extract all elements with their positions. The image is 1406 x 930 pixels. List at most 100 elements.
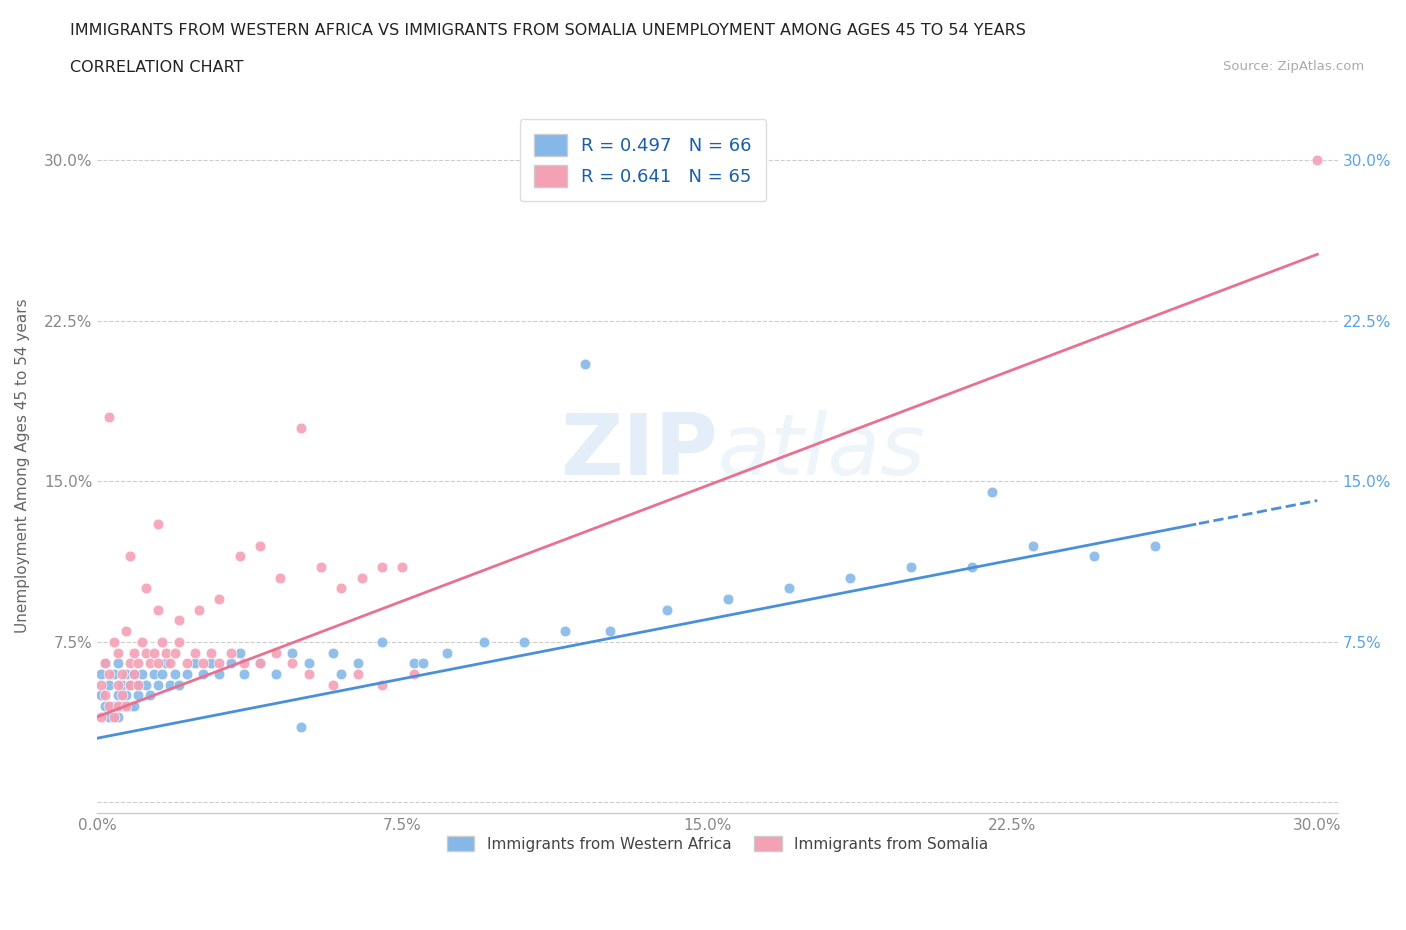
Point bbox=[118, 549, 141, 564]
Point bbox=[167, 613, 190, 628]
Point bbox=[228, 549, 250, 564]
Point bbox=[436, 645, 458, 660]
Point bbox=[139, 688, 162, 703]
Point bbox=[176, 656, 198, 671]
Point bbox=[107, 645, 129, 660]
Point bbox=[1306, 153, 1329, 167]
Point bbox=[717, 591, 740, 606]
Point bbox=[155, 656, 177, 671]
Point bbox=[264, 645, 287, 660]
Point bbox=[90, 667, 112, 682]
Point bbox=[309, 560, 332, 575]
Point bbox=[900, 560, 922, 575]
Point bbox=[1083, 549, 1105, 564]
Y-axis label: Unemployment Among Ages 45 to 54 years: Unemployment Among Ages 45 to 54 years bbox=[15, 298, 30, 632]
Point bbox=[371, 560, 394, 575]
Legend: Immigrants from Western Africa, Immigrants from Somalia: Immigrants from Western Africa, Immigran… bbox=[440, 830, 994, 857]
Point bbox=[94, 656, 117, 671]
Point bbox=[281, 656, 304, 671]
Point bbox=[98, 409, 121, 424]
Point bbox=[143, 645, 166, 660]
Point bbox=[159, 656, 181, 671]
Point bbox=[163, 645, 186, 660]
Point bbox=[249, 538, 271, 553]
Point bbox=[228, 645, 250, 660]
Point bbox=[249, 656, 271, 671]
Point bbox=[114, 667, 136, 682]
Point bbox=[139, 656, 162, 671]
Point bbox=[404, 667, 426, 682]
Point bbox=[208, 591, 231, 606]
Point bbox=[1143, 538, 1166, 553]
Point bbox=[322, 677, 344, 692]
Point bbox=[127, 677, 149, 692]
Point bbox=[148, 677, 170, 692]
Point bbox=[159, 677, 181, 692]
Point bbox=[176, 667, 198, 682]
Point bbox=[148, 517, 170, 532]
Point bbox=[330, 667, 353, 682]
Point bbox=[131, 634, 153, 649]
Point bbox=[114, 624, 136, 639]
Point bbox=[111, 698, 134, 713]
Point bbox=[264, 667, 287, 682]
Point bbox=[118, 677, 141, 692]
Point bbox=[298, 656, 321, 671]
Point bbox=[90, 677, 112, 692]
Point bbox=[574, 356, 596, 371]
Point bbox=[655, 603, 678, 618]
Point bbox=[472, 634, 495, 649]
Point bbox=[346, 667, 368, 682]
Point bbox=[135, 677, 157, 692]
Point bbox=[404, 656, 426, 671]
Point bbox=[290, 720, 312, 735]
Point bbox=[127, 688, 149, 703]
Point bbox=[163, 667, 186, 682]
Point bbox=[232, 667, 254, 682]
Point bbox=[107, 710, 129, 724]
Point bbox=[118, 656, 141, 671]
Point bbox=[127, 656, 149, 671]
Point bbox=[981, 485, 1004, 499]
Text: ZIP: ZIP bbox=[560, 410, 717, 493]
Point bbox=[135, 581, 157, 596]
Text: Source: ZipAtlas.com: Source: ZipAtlas.com bbox=[1223, 60, 1364, 73]
Point bbox=[107, 688, 129, 703]
Point bbox=[346, 656, 368, 671]
Point bbox=[111, 667, 134, 682]
Point bbox=[122, 645, 145, 660]
Point bbox=[269, 570, 291, 585]
Point bbox=[135, 645, 157, 660]
Text: CORRELATION CHART: CORRELATION CHART bbox=[70, 60, 243, 75]
Point bbox=[167, 634, 190, 649]
Point bbox=[98, 667, 121, 682]
Point bbox=[167, 677, 190, 692]
Point bbox=[90, 710, 112, 724]
Point bbox=[184, 656, 207, 671]
Point bbox=[298, 667, 321, 682]
Point bbox=[94, 688, 117, 703]
Point bbox=[281, 645, 304, 660]
Point bbox=[103, 634, 125, 649]
Point bbox=[98, 710, 121, 724]
Point bbox=[150, 667, 173, 682]
Point bbox=[232, 656, 254, 671]
Point bbox=[208, 656, 231, 671]
Point bbox=[554, 624, 576, 639]
Point bbox=[107, 656, 129, 671]
Point bbox=[118, 698, 141, 713]
Point bbox=[118, 677, 141, 692]
Point bbox=[184, 645, 207, 660]
Point bbox=[94, 656, 117, 671]
Point bbox=[221, 656, 243, 671]
Point bbox=[191, 656, 214, 671]
Point bbox=[960, 560, 983, 575]
Point bbox=[131, 667, 153, 682]
Point bbox=[290, 420, 312, 435]
Point bbox=[838, 570, 860, 585]
Point bbox=[391, 560, 413, 575]
Point bbox=[148, 603, 170, 618]
Point bbox=[127, 677, 149, 692]
Point bbox=[122, 698, 145, 713]
Point bbox=[322, 645, 344, 660]
